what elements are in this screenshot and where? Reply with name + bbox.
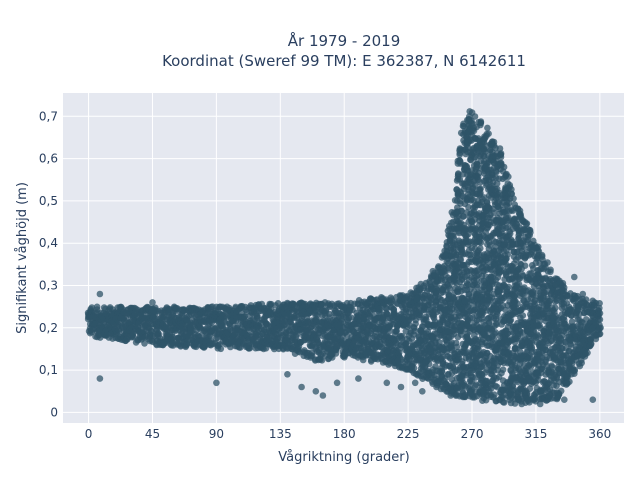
scatter-point <box>505 173 512 180</box>
scatter-point <box>566 378 573 386</box>
scatter-point <box>526 227 533 234</box>
scatter-point <box>141 340 148 347</box>
scatter-point <box>499 366 507 374</box>
scatter-point <box>477 245 484 252</box>
scatter-point <box>504 251 512 258</box>
scatter-point <box>571 370 578 378</box>
scatter-point <box>557 387 565 395</box>
scatter-point <box>430 314 438 322</box>
scatter-point <box>552 304 559 312</box>
scatter-point <box>567 340 574 348</box>
scatter-point <box>217 345 225 353</box>
scatter-series <box>84 108 604 408</box>
scatter-point <box>410 364 418 372</box>
scatter-point <box>534 243 542 251</box>
scatter-point <box>544 259 551 266</box>
scatter-point <box>521 262 529 270</box>
scatter-point <box>452 339 460 347</box>
scatter-point <box>129 331 136 339</box>
scatter-point <box>477 239 485 246</box>
chart-title-line2: Koordinat (Sweref 99 TM): E 362387, N 61… <box>162 52 526 70</box>
scatter-point <box>510 195 517 202</box>
scatter-point <box>514 300 521 308</box>
scatter-point <box>560 284 568 291</box>
scatter-point <box>93 303 101 311</box>
scatter-point <box>477 185 484 193</box>
scatter-point <box>471 113 479 120</box>
scatter-point <box>169 333 176 341</box>
scatter-point <box>497 151 505 159</box>
scatter-point <box>484 124 491 132</box>
scatter-point <box>477 119 485 127</box>
scatter-point <box>519 312 527 319</box>
scatter-point <box>538 253 546 260</box>
scatter-point <box>500 163 508 171</box>
scatter-point <box>347 314 355 321</box>
scatter-point <box>292 333 300 341</box>
scatter-point <box>485 130 492 137</box>
scatter-point <box>547 268 554 276</box>
scatter-point <box>523 220 531 227</box>
chart-title-line1: År 1979 - 2019 <box>288 31 401 50</box>
scatter-point <box>339 318 346 326</box>
scatter-point <box>511 293 518 300</box>
scatter-point <box>318 357 326 364</box>
scatter-point <box>478 311 486 319</box>
